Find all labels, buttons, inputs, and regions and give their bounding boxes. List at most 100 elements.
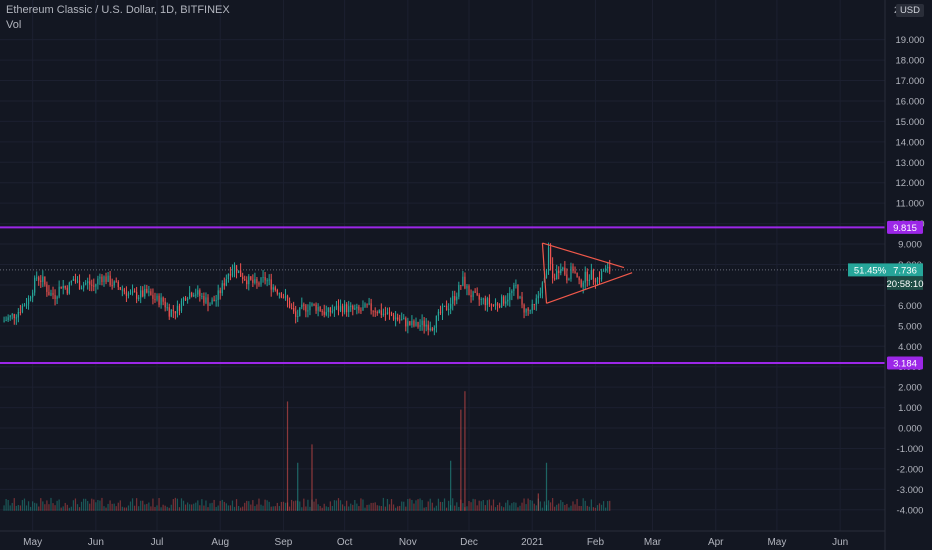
candle-body (403, 318, 405, 320)
candle-body (109, 275, 111, 286)
time-axis[interactable]: May Jun Jul Aug Sep Oct Nov Dec 2021 Feb Mar Apr May… (23, 537, 848, 548)
volume-bar (240, 507, 242, 511)
candle-body (484, 298, 486, 306)
volume-bar (462, 503, 464, 511)
volume-bar (5, 499, 7, 511)
volume-bar (505, 502, 507, 511)
candle-body (456, 296, 458, 301)
volume-bar (452, 498, 454, 511)
volume-bar (46, 500, 48, 511)
volume-bar (390, 499, 393, 511)
volume-spike (464, 391, 466, 511)
candle-body (333, 309, 336, 312)
volume-spike (545, 462, 548, 511)
candle-body (602, 270, 605, 272)
volume-bar (178, 507, 181, 511)
y-tick-label: -1.000 (897, 444, 924, 455)
volume-bar (262, 505, 264, 511)
volume-bar (164, 505, 166, 511)
volume-bar (284, 502, 287, 511)
candle-body (203, 296, 205, 303)
candle-body (237, 270, 240, 274)
volume-bar (354, 500, 356, 511)
candle-body (121, 289, 123, 291)
horizontal-levels[interactable] (0, 226, 885, 364)
volume-bar (160, 507, 162, 511)
candle-body (346, 304, 348, 313)
volume-bar (413, 503, 415, 511)
volume-bar (602, 501, 605, 511)
candle-body (311, 303, 313, 306)
volume-bar (168, 507, 170, 511)
candle-body (586, 271, 588, 281)
candle-body (507, 299, 509, 302)
volume-bar (578, 505, 580, 511)
candle-body (5, 319, 7, 321)
candle-body (207, 297, 209, 306)
candle-body (574, 271, 576, 273)
candle-body (350, 305, 352, 307)
candle-body (78, 280, 81, 290)
candle-body (388, 312, 391, 314)
candle-body (382, 313, 384, 315)
x-tick-label: Oct (337, 537, 353, 548)
triangle-upper-line[interactable] (542, 242, 625, 269)
x-tick-label: Jul (151, 537, 164, 548)
x-tick-label: Jun (88, 537, 104, 548)
volume-bar (346, 500, 348, 511)
candle-body (454, 296, 456, 301)
volume-bar (268, 501, 270, 511)
candle-body (588, 279, 590, 281)
volume-bar (443, 498, 446, 511)
volume-bar (366, 504, 368, 511)
currency-selector[interactable]: USD (895, 4, 924, 17)
volume-bar (217, 505, 219, 511)
volume-bar (498, 502, 501, 511)
candle-body (521, 296, 523, 305)
candle-body (460, 285, 462, 287)
triangle-pattern[interactable] (541, 242, 633, 304)
candle-body (205, 297, 207, 303)
candle-body (313, 303, 315, 305)
volume-bar (360, 498, 362, 511)
candle-body (80, 287, 83, 290)
candle-body (250, 276, 252, 280)
volume-bar (227, 505, 229, 511)
candle-body (105, 276, 107, 282)
volume-bar (70, 506, 72, 511)
volume-bar (182, 500, 185, 511)
volume-bar (344, 506, 346, 511)
volume-bar (313, 501, 315, 511)
candle-body (62, 285, 64, 289)
candle-body (552, 263, 554, 279)
candle-body (390, 313, 393, 316)
volume-bar (609, 500, 611, 511)
candle-body (427, 324, 429, 330)
volume-bar (429, 498, 431, 511)
volume-bar (19, 505, 22, 511)
volume-bar (191, 504, 193, 511)
volume-bar (582, 498, 584, 511)
candle-body (537, 295, 539, 299)
candle-body (129, 292, 132, 294)
triangle-lower-line[interactable] (546, 272, 633, 304)
volume-bar (358, 506, 360, 511)
volume-bar (95, 502, 97, 511)
candle-body (197, 290, 199, 295)
volume-bar (60, 507, 62, 511)
candle-body (609, 266, 611, 272)
volume-bar (549, 502, 552, 511)
volume-bar (319, 506, 321, 511)
candle-body (425, 324, 427, 327)
volume-bar (598, 503, 601, 511)
candle-body (295, 311, 297, 317)
candle-body (592, 269, 595, 280)
volume-bar (50, 497, 52, 511)
candle-body (478, 295, 480, 300)
candle-body (182, 297, 185, 301)
volume-bar (397, 506, 399, 511)
volume-bar (574, 504, 576, 511)
volume-bar (264, 499, 266, 511)
triangle-base-line[interactable] (541, 242, 548, 304)
